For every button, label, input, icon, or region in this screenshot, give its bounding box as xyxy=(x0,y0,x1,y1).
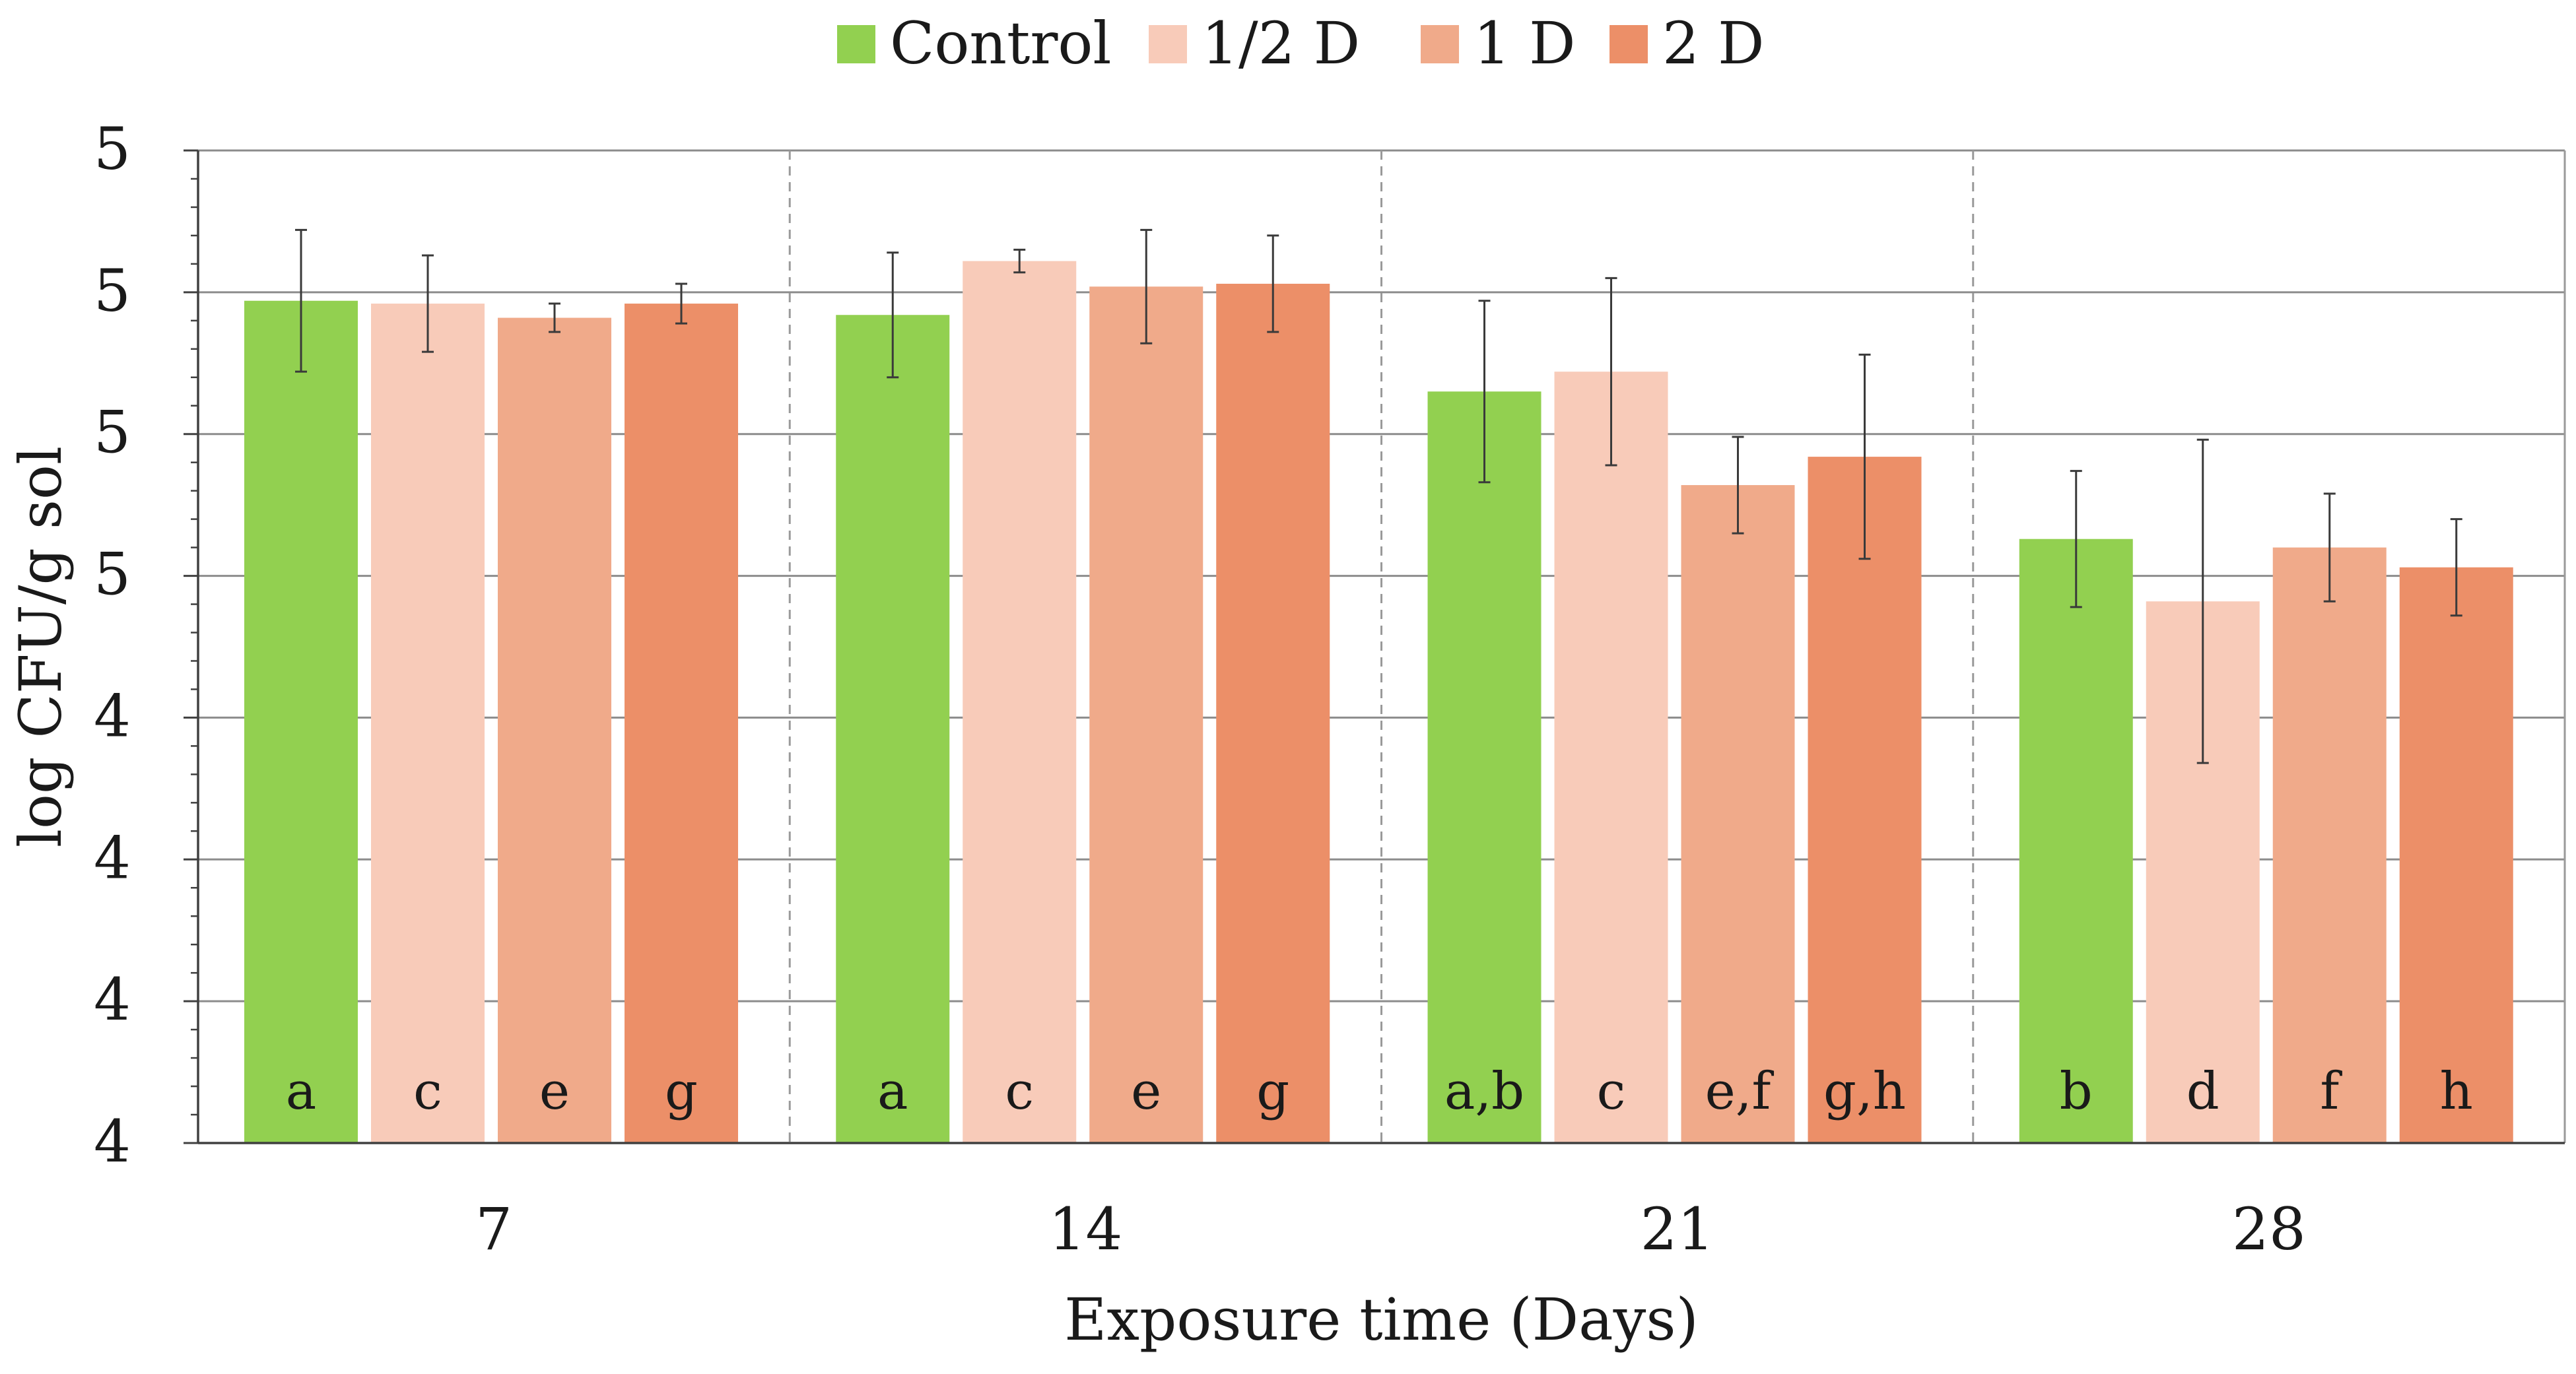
significance-letter: a xyxy=(877,1062,908,1121)
significance-letter: b xyxy=(2060,1062,2093,1121)
bar[interactable] xyxy=(1216,283,1330,1144)
significance-letter: c xyxy=(1597,1062,1626,1121)
legend-label: Control xyxy=(890,9,1112,77)
bar[interactable] xyxy=(1089,286,1203,1144)
y-tick-label: 4 xyxy=(94,1107,131,1175)
bar[interactable] xyxy=(1554,372,1668,1143)
error-bars xyxy=(295,228,2462,764)
y-tick-label: 5 xyxy=(94,257,131,325)
significance-letter: c xyxy=(413,1062,442,1121)
y-tick-label: 5 xyxy=(94,115,131,183)
x-category-label: 21 xyxy=(1641,1195,1714,1263)
y-tick-label: 4 xyxy=(94,682,131,750)
y-axis-ticks: 4 4 4 4 5 5 5 5 xyxy=(94,115,198,1175)
category-separators xyxy=(788,150,2566,1143)
significance-letter: g xyxy=(665,1062,698,1121)
significance-letter: e,f xyxy=(1705,1062,1775,1121)
significance-letter: h xyxy=(2440,1062,2473,1121)
legend-swatch xyxy=(1610,25,1648,63)
y-axis-title: log CFU/g sol xyxy=(7,446,75,847)
bar[interactable] xyxy=(244,300,358,1144)
bar[interactable] xyxy=(1808,457,1922,1143)
significance-letter: f xyxy=(2320,1062,2342,1121)
x-category-label: 28 xyxy=(2232,1195,2306,1263)
x-axis-title: Exposure time (Days) xyxy=(1064,1286,1699,1354)
y-tick-label: 5 xyxy=(94,540,131,608)
bar[interactable] xyxy=(1427,391,1542,1144)
bar[interactable] xyxy=(2272,547,2387,1143)
bar[interactable] xyxy=(625,304,738,1144)
y-tick-label: 4 xyxy=(94,824,131,892)
axes xyxy=(197,150,2565,1144)
bars xyxy=(244,261,2513,1144)
legend-label: 1 D xyxy=(1474,9,1576,77)
significance-letter: c xyxy=(1005,1062,1034,1121)
bar[interactable] xyxy=(498,317,611,1143)
bar[interactable] xyxy=(963,261,1077,1143)
y-tick-label: 4 xyxy=(94,965,131,1033)
significance-letter: d xyxy=(2186,1062,2220,1121)
x-axis-categories: 7 14 21 28 xyxy=(475,1195,2306,1263)
significance-letter: e xyxy=(1131,1062,1161,1121)
significance-letter: a xyxy=(286,1062,317,1121)
significance-letter: g,h xyxy=(1823,1062,1906,1121)
legend-swatch xyxy=(837,25,875,63)
legend-swatch xyxy=(1149,25,1187,63)
legend: Control 1/2 D 1 D 2 D xyxy=(837,9,1765,77)
bar[interactable] xyxy=(2019,539,2133,1143)
x-category-label: 14 xyxy=(1048,1195,1122,1263)
significance-letter: e xyxy=(539,1062,570,1121)
legend-label: 2 D xyxy=(1662,9,1765,77)
legend-label: 1/2 D xyxy=(1202,9,1360,77)
y-tick-label: 5 xyxy=(94,399,131,467)
x-category-label: 7 xyxy=(475,1195,512,1263)
significance-letters: a c e g a c e g a,b c e,f g,h b d f h xyxy=(286,1062,2473,1121)
bar[interactable] xyxy=(836,315,950,1144)
bar[interactable] xyxy=(1681,485,1795,1143)
significance-letter: g xyxy=(1256,1062,1289,1121)
legend-swatch xyxy=(1421,25,1459,63)
bar[interactable] xyxy=(2399,567,2513,1143)
significance-letter: a,b xyxy=(1444,1062,1524,1121)
bar[interactable] xyxy=(371,304,485,1144)
